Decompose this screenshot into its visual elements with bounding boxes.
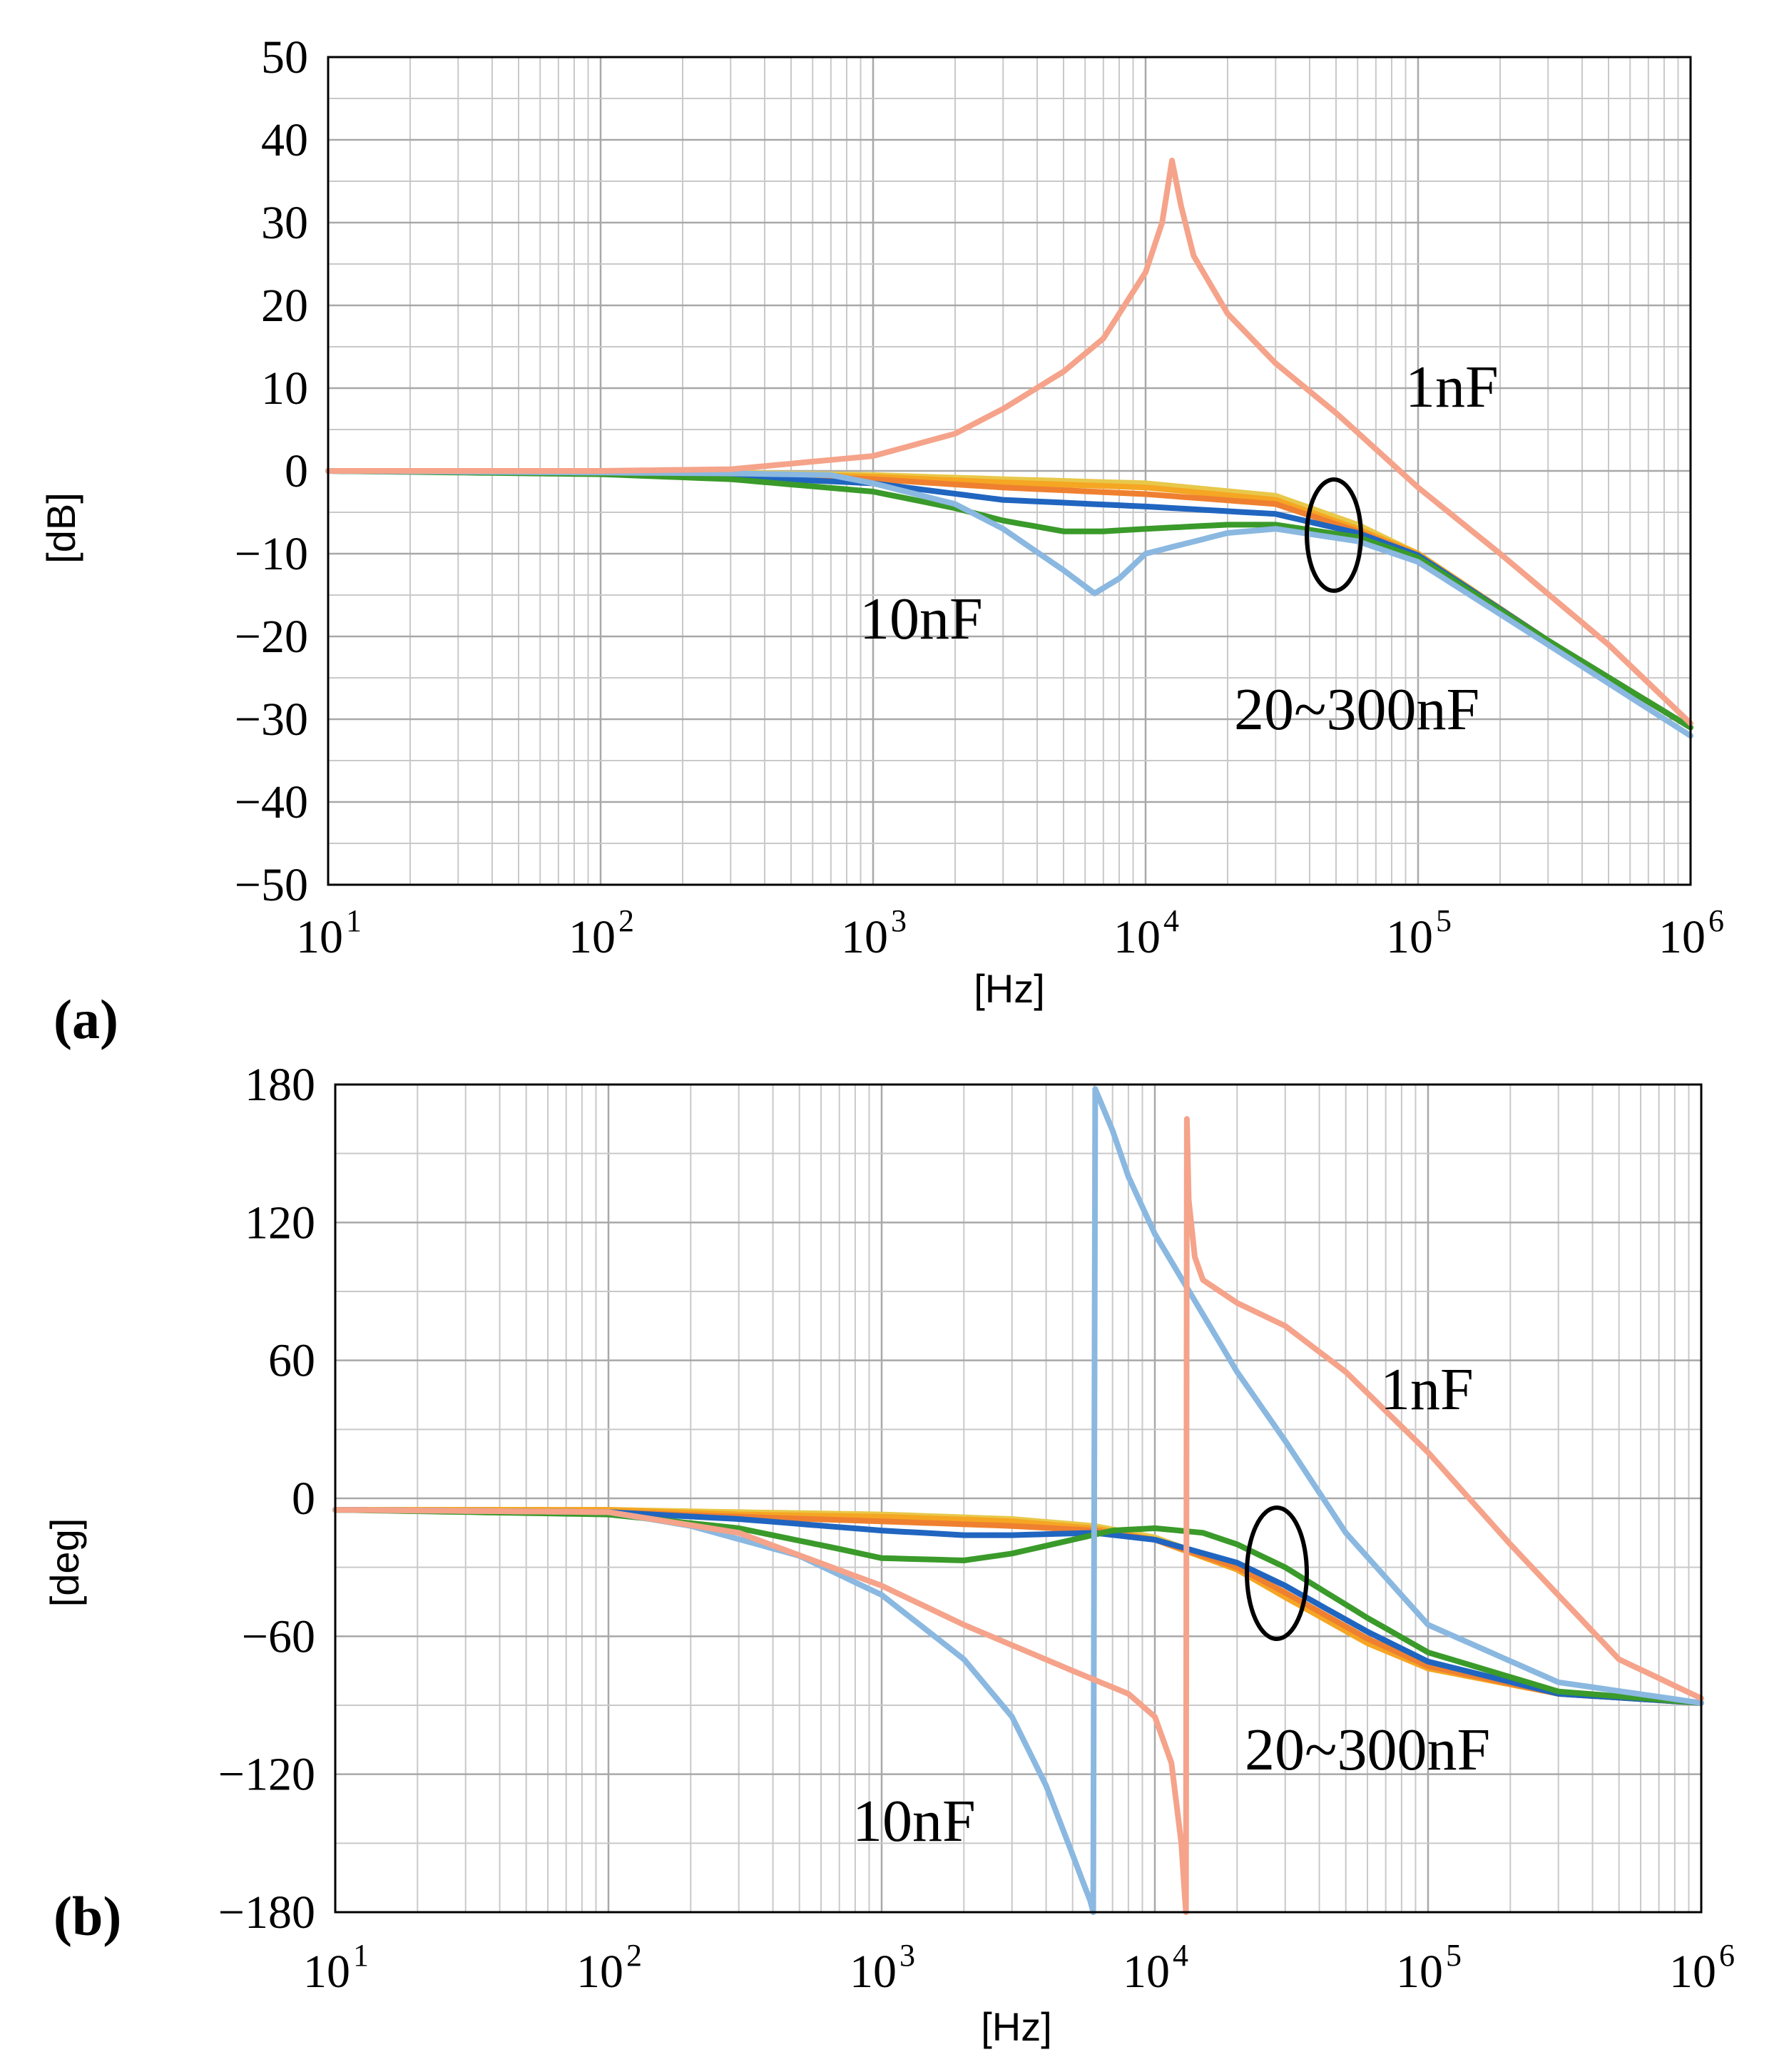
magnitude-x-tick-exponent: 3 [891,903,907,938]
magnitude-x-tick-label: 10 [1386,911,1433,963]
magnitude-y-tick-label: 20 [261,280,308,332]
magnitude-x-tick-label: 10 [1113,911,1161,963]
phase-y-tick-label: 120 [245,1197,315,1249]
magnitude-y-ticks: 50 40 30 20 10 0 −10 −20 −30 −40 −50 [235,31,308,911]
phase-x-tick-exponent: 2 [626,1938,642,1973]
phase-group-ellipse [1245,1505,1309,1641]
magnitude-y-tick-label: −20 [235,611,308,663]
phase-y-tick-label: 60 [268,1335,315,1387]
magnitude-y-tick-label: −50 [235,859,308,911]
magnitude-x-ticks: 10 1 10 2 10 3 10 4 10 5 10 6 [296,903,1724,963]
magnitude-annotation-20-300nF: 20~300nF [1234,676,1479,743]
magnitude-x-tick-label: 10 [841,911,888,963]
phase-y-tick-label: 180 [245,1059,315,1111]
magnitude-panel-label: (a) [53,988,118,1050]
magnitude-series-20nF [325,468,1693,731]
phase-x-tick-label: 10 [576,1946,623,1998]
magnitude-y-tick-label: −10 [235,528,308,580]
magnitude-x-axis-label: [Hz] [974,966,1045,1011]
magnitude-y-tick-label: −40 [235,776,308,828]
magnitude-annotation-1nF: 1nF [1405,354,1499,420]
magnitude-y-axis-label: [dB] [39,492,83,564]
magnitude-annotation-10nF: 10nF [860,586,983,652]
phase-x-tick-exponent: 1 [353,1938,369,1973]
magnitude-x-tick-exponent: 2 [618,903,634,938]
phase-plot-frame [334,1083,1703,1914]
magnitude-plot-frame [327,56,1692,886]
phase-annotation-1nF: 1nF [1380,1356,1474,1423]
phase-annotation-10nF: 10nF [852,1788,976,1854]
magnitude-x-tick-label: 10 [296,911,343,963]
magnitude-x-tick-exponent: 5 [1436,903,1452,938]
magnitude-x-tick-exponent: 4 [1163,903,1179,938]
magnitude-curves [325,158,1693,739]
magnitude-y-tick-label: −30 [235,694,308,746]
phase-panel-label: (b) [53,1885,121,1947]
phase-curves [332,1086,1704,1915]
phase-x-axis-label: [Hz] [981,2004,1052,2049]
magnitude-grid [328,57,1691,885]
phase-grid [335,1085,1701,1912]
phase-x-tick-exponent: 6 [1719,1938,1735,1973]
phase-x-tick-label: 10 [1669,1946,1716,1998]
phase-x-tick-label: 10 [303,1946,350,1998]
phase-series-20nF [332,1507,1704,1706]
phase-x-tick-exponent: 5 [1446,1938,1462,1973]
phase-x-tick-label: 10 [850,1946,897,1998]
magnitude-y-tick-label: 30 [261,197,308,249]
magnitude-x-tick-label: 10 [1658,911,1706,963]
phase-series-10nF [332,1086,1704,1915]
phase-y-tick-label: −120 [218,1749,315,1801]
phase-x-ticks: 10 1 10 2 10 3 10 4 10 5 10 6 [303,1938,1735,1998]
magnitude-x-tick-label: 10 [569,911,616,963]
phase-y-tick-label: −60 [242,1610,315,1662]
phase-annotation-20-300nF: 20~300nF [1245,1717,1490,1783]
phase-y-tick-label: 0 [292,1473,315,1525]
magnitude-series-1nF [325,158,1693,726]
magnitude-y-tick-label: 10 [261,362,308,415]
phase-x-tick-label: 10 [1396,1946,1443,1998]
magnitude-y-tick-label: 0 [285,445,308,497]
phase-y-tick-label: −180 [218,1886,315,1939]
phase-x-tick-exponent: 4 [1173,1938,1188,1973]
magnitude-series-10nF [325,468,1693,739]
phase-series-1nF [332,1116,1704,1915]
magnitude-y-tick-label: 40 [261,114,308,166]
magnitude-x-tick-exponent: 6 [1708,903,1724,938]
phase-y-axis-label: [deg] [42,1518,87,1608]
magnitude-x-tick-exponent: 1 [346,903,362,938]
phase-x-tick-exponent: 3 [899,1938,915,1973]
phase-y-ticks: 180 120 60 0 −60 −120 −180 [218,1059,315,1939]
phase-x-tick-label: 10 [1123,1946,1170,1998]
magnitude-group-ellipse [1305,477,1363,593]
magnitude-y-tick-label: 50 [261,31,308,83]
